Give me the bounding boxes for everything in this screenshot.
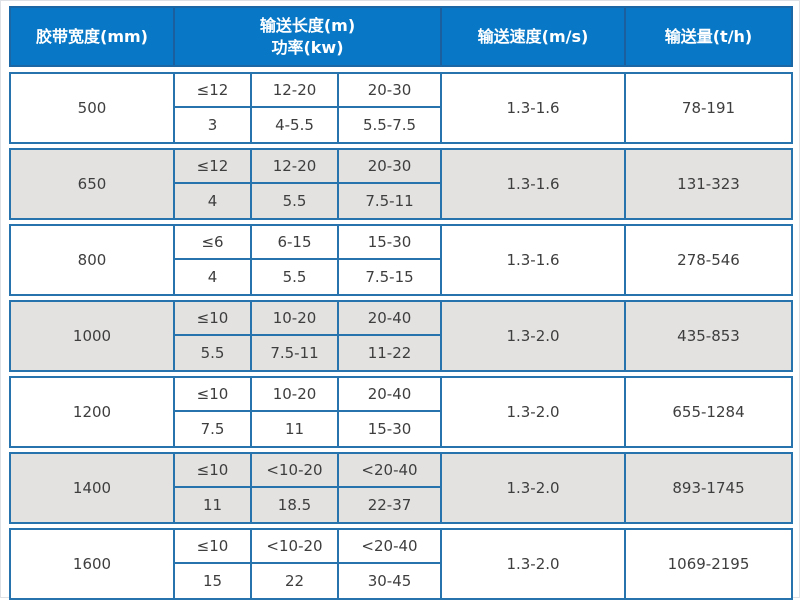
power-cell: 11-22 [339,336,442,370]
belt-width-cell: 800 [11,226,175,294]
length-cell: ≤12 [175,74,252,108]
power-cell: 5.5-7.5 [339,108,442,142]
length-cell: 10-20 [252,378,339,412]
capacity-cell: 655-1284 [672,403,745,421]
belt-width-cell: 1400 [11,454,175,522]
length-cell: 20-40 [339,378,442,412]
power-cell: 11 [175,488,252,522]
header-belt-width: 胶带宽度(mm) [11,8,175,65]
power-cell: 30-45 [339,564,442,598]
power-cell: 7.5 [175,412,252,446]
length-cell: ≤10 [175,530,252,564]
table-body: 500 ≤12 12-20 20-30 1.3-1.6 78-191 3 4-5… [9,72,793,600]
power-cell: 4-5.5 [252,108,339,142]
belt-width-cell: 650 [11,150,175,218]
speed-cell: 1.3-2.0 [442,378,626,446]
header-length-label: 输送长度(m) [259,15,356,35]
power-cell: 15 [175,564,252,598]
length-cell: ≤10 [175,454,252,488]
speed-cell: 1.3-1.6 [442,74,626,142]
table-row: 800 ≤6 6-15 15-30 1.3-1.6 278-546 4 5.5 … [9,224,793,296]
capacity-cell: 278-546 [677,251,740,269]
power-cell: 7.5-11 [252,336,339,370]
capacity-cell: 131-323 [677,175,740,193]
speed-cell: 1.3-2.0 [442,454,626,522]
length-cell: 20-40 [339,302,442,336]
length-cell: 12-20 [252,150,339,184]
table-row: 1200 ≤10 10-20 20-40 1.3-2.0 655-1284 7.… [9,376,793,448]
length-cell: ≤10 [175,302,252,336]
header-power-label: 功率(kw) [271,37,344,57]
power-cell: 11 [252,412,339,446]
power-cell: 18.5 [252,488,339,522]
length-cell: 12-20 [252,74,339,108]
power-cell: 4 [175,260,252,294]
speed-cell: 1.3-2.0 [442,530,626,598]
length-cell: ≤6 [175,226,252,260]
length-cell: <10-20 [252,530,339,564]
table-row: 1600 ≤10 <10-20 <20-40 1.3-2.0 1069-2195… [9,528,793,600]
length-cell: ≤12 [175,150,252,184]
conveyor-spec-table: 胶带宽度(mm) 输送长度(m) 功率(kw) 输送速度(m/s) 输送量(t/… [9,6,793,600]
power-cell: 5.5 [252,184,339,218]
belt-width-cell: 500 [11,74,175,142]
length-cell: <20-40 [339,454,442,488]
length-cell: 20-30 [339,150,442,184]
header-speed: 输送速度(m/s) [442,8,626,65]
capacity-cell: 1069-2195 [667,555,750,573]
table-row: 1400 ≤10 <10-20 <20-40 1.3-2.0 893-1745 … [9,452,793,524]
length-cell: 15-30 [339,226,442,260]
header-capacity-label: 输送量(t/h) [664,26,753,46]
power-cell: 22 [252,564,339,598]
length-cell: 20-30 [339,74,442,108]
capacity-cell: 78-191 [681,99,736,117]
capacity-cell: 893-1745 [672,479,745,497]
table-row: 650 ≤12 12-20 20-30 1.3-1.6 131-323 4 5.… [9,148,793,220]
belt-width-cell: 1600 [11,530,175,598]
power-cell: 7.5-15 [339,260,442,294]
power-cell: 7.5-11 [339,184,442,218]
power-cell: 4 [175,184,252,218]
speed-cell: 1.3-1.6 [442,226,626,294]
capacity-cell: 435-853 [677,327,740,345]
length-cell: ≤10 [175,378,252,412]
length-cell: 10-20 [252,302,339,336]
speed-cell: 1.3-2.0 [442,302,626,370]
table-header: 胶带宽度(mm) 输送长度(m) 功率(kw) 输送速度(m/s) 输送量(t/… [9,6,793,67]
length-cell: <10-20 [252,454,339,488]
length-cell: <20-40 [339,530,442,564]
length-cell: 6-15 [252,226,339,260]
header-capacity: 输送量(t/h) [626,8,791,65]
table-row: 1000 ≤10 10-20 20-40 1.3-2.0 435-853 5.5… [9,300,793,372]
header-speed-label: 输送速度(m/s) [477,26,589,46]
power-cell: 22-37 [339,488,442,522]
power-cell: 5.5 [252,260,339,294]
header-belt-width-label: 胶带宽度(mm) [36,26,148,46]
belt-width-cell: 1200 [11,378,175,446]
power-cell: 3 [175,108,252,142]
belt-width-cell: 1000 [11,302,175,370]
table-row: 500 ≤12 12-20 20-30 1.3-1.6 78-191 3 4-5… [9,72,793,144]
speed-cell: 1.3-1.6 [442,150,626,218]
power-cell: 5.5 [175,336,252,370]
power-cell: 15-30 [339,412,442,446]
header-length-power: 输送长度(m) 功率(kw) [175,8,442,65]
